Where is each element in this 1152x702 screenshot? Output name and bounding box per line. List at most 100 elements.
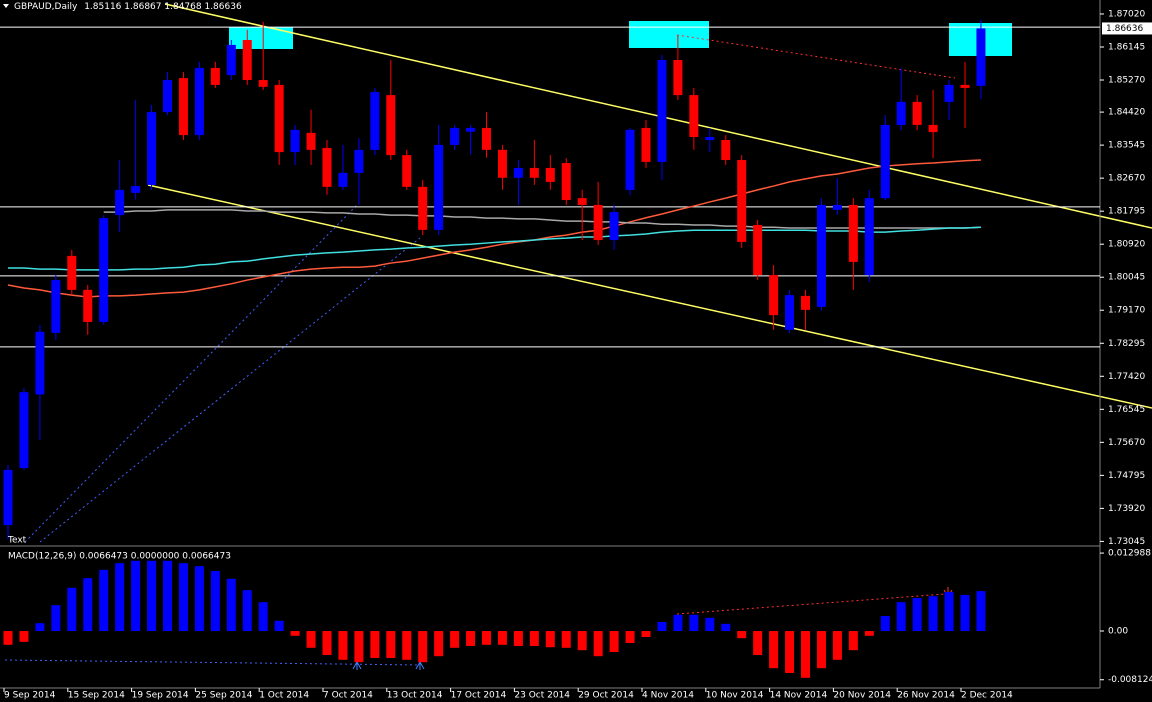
macd-bar (402, 631, 412, 660)
candle-body (657, 60, 667, 162)
macd-bar (163, 560, 172, 631)
candle-body (785, 295, 795, 330)
candle-body (274, 84, 284, 153)
symbol: GBPAUD,Daily (14, 2, 78, 12)
macd-bar (641, 631, 651, 637)
y-tick-label: 1.86145 (1108, 42, 1145, 52)
y-tick-label: 1.73920 (1108, 504, 1145, 514)
y-tick-label: 1.73045 (1108, 537, 1145, 547)
macd-bar (131, 560, 141, 631)
macd-bar (561, 631, 571, 648)
y-tick-label: 1.82670 (1108, 174, 1145, 184)
candle-body (35, 331, 45, 395)
candle-body (928, 124, 938, 133)
macd-bar (466, 631, 476, 646)
macd-bar (864, 631, 874, 636)
x-tick-label: 29 Oct 2014 (578, 691, 634, 701)
macd-bar (896, 602, 906, 631)
macd-bar (147, 560, 157, 631)
macd-bar (3, 631, 13, 645)
trend-line (24, 204, 358, 543)
macd-bar (625, 631, 635, 643)
candle-body (147, 112, 157, 185)
candle-body (976, 28, 986, 86)
y-tick-label: 1.77420 (1108, 372, 1145, 382)
macd-bar (609, 631, 619, 652)
macd-bar (960, 595, 970, 631)
candle-body (51, 280, 61, 333)
candle-body (832, 204, 842, 210)
candle-body (242, 40, 252, 81)
candle-body (944, 84, 954, 102)
moving-average (7, 159, 981, 298)
menu-arrow (3, 4, 9, 8)
candle-body (163, 80, 172, 113)
candle-body (529, 167, 539, 178)
trend-line (147, 184, 1152, 409)
macd-bar (482, 631, 491, 645)
macd-bar (513, 631, 523, 646)
trend-line (676, 34, 956, 79)
candle-body (402, 155, 412, 187)
macd-bar (178, 563, 188, 631)
candle-body (482, 127, 491, 150)
macd-bar (657, 622, 667, 631)
high-value: 1.86867 (124, 2, 161, 12)
macd-bar (816, 631, 826, 669)
candle-body (306, 132, 316, 150)
last-price-box (1102, 22, 1152, 35)
last-price-label: 1.86636 (1106, 24, 1143, 34)
candle-body (322, 147, 332, 187)
candle-body (370, 92, 380, 150)
macd-bar (418, 631, 428, 663)
macd-bar (354, 631, 364, 663)
x-tick-label: 17 Oct 2014 (451, 691, 507, 701)
candle-body (864, 198, 874, 276)
macd-trend-line (4, 659, 421, 666)
candle-body (386, 95, 396, 156)
candle-body (258, 80, 268, 87)
macd-bar (577, 631, 587, 651)
candle-body (19, 392, 29, 469)
macd-bar (848, 631, 858, 651)
macd-bar (290, 631, 300, 636)
candle-body (83, 289, 93, 322)
x-tick-label: 19 Sep 2014 (132, 691, 189, 701)
macd-bar (529, 631, 539, 646)
candle-body (816, 204, 826, 307)
x-tick-label: 14 Nov 2014 (770, 691, 828, 701)
macd-bar (912, 598, 922, 631)
macd-bar (450, 631, 460, 648)
candle-body (3, 469, 13, 525)
macd-bar (338, 631, 348, 660)
candle-body (67, 255, 77, 290)
macd-bar (673, 614, 683, 631)
macd-bar (210, 571, 220, 631)
candle-body (450, 127, 460, 145)
candle-body (960, 84, 970, 88)
x-tick-label: 13 Oct 2014 (387, 691, 443, 701)
candle-body (641, 127, 651, 162)
candle-body (131, 186, 141, 193)
macd-y-tick-label: 0.012988 (1108, 549, 1151, 559)
candle-body (801, 295, 810, 310)
x-tick-label: 26 Nov 2014 (897, 691, 955, 701)
x-tick-label: 9 Sep 2014 (4, 691, 56, 701)
macd-bar (689, 614, 699, 631)
text-label: Text (7, 536, 27, 546)
candle-body (705, 137, 715, 141)
candle-body (99, 218, 109, 322)
candle-body (609, 212, 619, 241)
macd-bar (386, 631, 396, 658)
candle-body (577, 198, 587, 205)
y-tick-label: 1.84420 (1108, 108, 1145, 118)
x-tick-label: 15 Sep 2014 (68, 691, 125, 701)
y-tick-label: 1.74795 (1108, 471, 1145, 481)
y-tick-label: 1.79170 (1108, 306, 1145, 316)
macd-bar (545, 631, 555, 648)
macd-bar (801, 631, 810, 678)
candle-body (178, 78, 188, 136)
open-value: 1.85116 (84, 2, 121, 12)
macd-bar (705, 617, 715, 631)
